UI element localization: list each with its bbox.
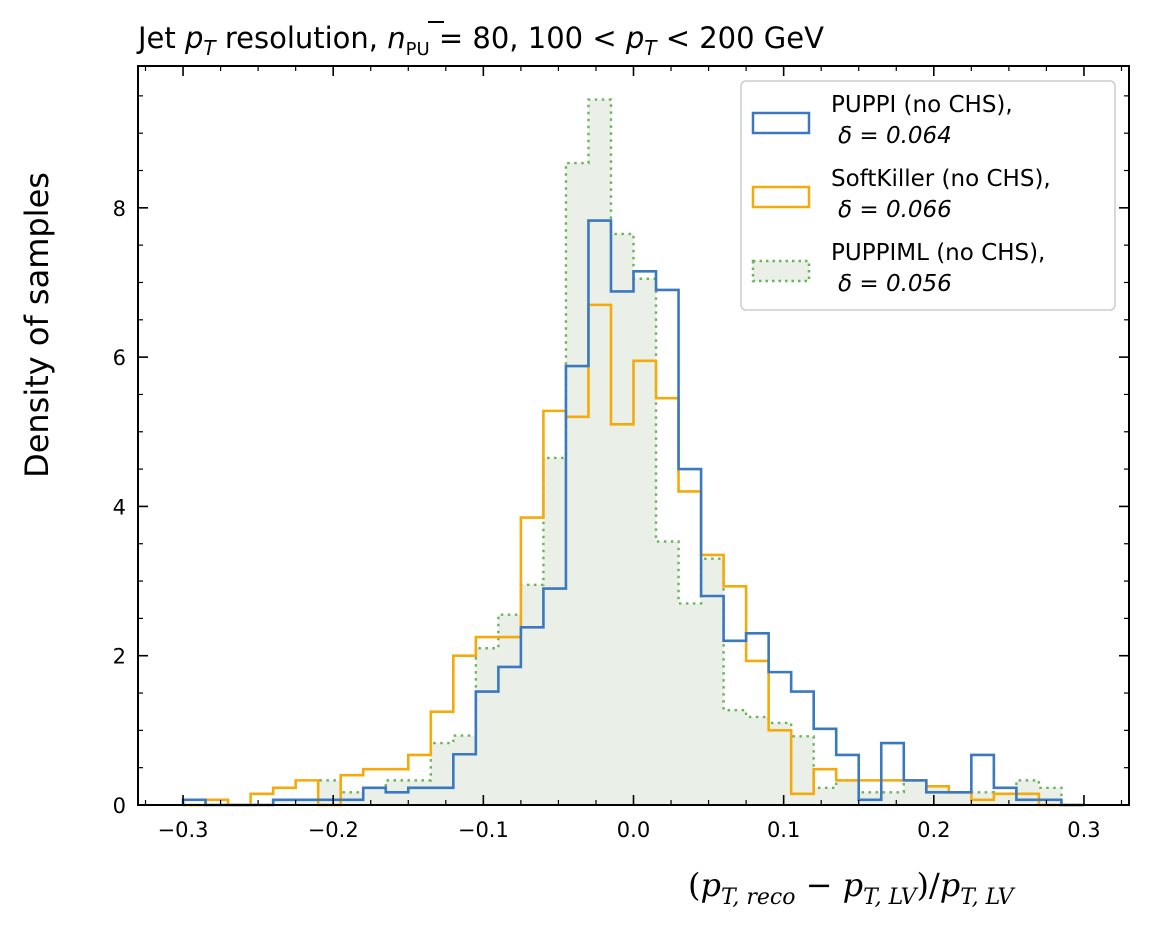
- y-tick-label: 0: [113, 794, 126, 818]
- x-tick-label: −0.3: [158, 818, 209, 842]
- y-tick-label: 2: [113, 645, 126, 669]
- x-tick-label: −0.2: [308, 818, 359, 842]
- x-tick-label: −0.1: [458, 818, 509, 842]
- series-line-puppi: [181, 219, 1084, 807]
- x-tick-label: 0.0: [617, 818, 650, 842]
- chart-title: Jet pT resolution, nPU = 80, 100 < pT < …: [136, 21, 824, 60]
- legend-box: [740, 80, 1116, 311]
- legend-delta-puppiml: δ = 0.056: [838, 271, 952, 297]
- x-tick-label: 0.3: [1067, 818, 1100, 842]
- y-tick-label: 8: [113, 197, 126, 221]
- y-axis-label: Density of samples: [18, 172, 56, 478]
- title-nbar: n: [387, 21, 405, 55]
- histogram-fills: [183, 99, 1084, 805]
- legend-delta-puppi: δ = 0.064: [838, 123, 952, 149]
- legend-delta-softkiller: δ = 0.066: [838, 197, 952, 223]
- x-axis-label: (pT, reco − pT, LV)/pT, LV: [688, 866, 1016, 910]
- series-fill-puppiml: [183, 99, 1084, 805]
- y-tick-label: 6: [113, 346, 126, 370]
- legend-swatch-puppiml: [751, 259, 811, 283]
- legend-label-puppiml: PUPPIML (no CHS),: [831, 240, 1045, 266]
- y-tick-label: 4: [113, 495, 126, 519]
- x-tick-label: 0.1: [767, 818, 800, 842]
- axis-tick-labels: −0.3 −0.2 −0.1 0.0 0.1 0.2 0.3 0 2 4 6 8: [113, 197, 1101, 842]
- x-tick-label: 0.2: [917, 818, 950, 842]
- legend-label-softkiller: SoftKiller (no CHS),: [831, 166, 1051, 192]
- legend-label-puppi: PUPPI (no CHS),: [831, 92, 1013, 118]
- legend-swatch-softkiller: [751, 185, 811, 209]
- legend-swatch-puppi: [751, 111, 811, 135]
- axis-ticks: [138, 66, 1129, 806]
- legend: PUPPI (no CHS), δ = 0.064 SoftKiller (no…: [740, 80, 1116, 311]
